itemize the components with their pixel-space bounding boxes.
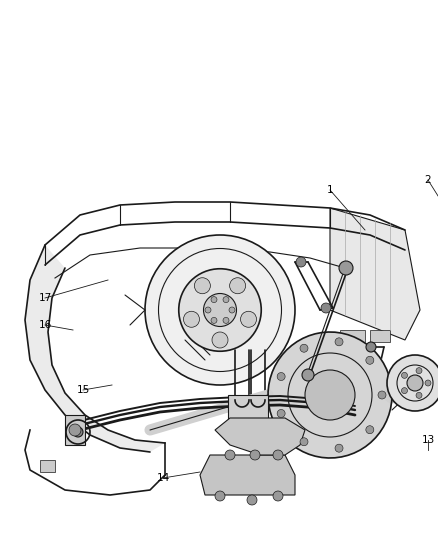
- Bar: [370, 330, 390, 342]
- Circle shape: [366, 426, 374, 434]
- Circle shape: [407, 375, 423, 391]
- Circle shape: [240, 311, 257, 327]
- Circle shape: [300, 438, 308, 446]
- Circle shape: [69, 424, 81, 436]
- Circle shape: [339, 261, 353, 275]
- Polygon shape: [330, 208, 420, 340]
- Polygon shape: [200, 455, 295, 495]
- Circle shape: [211, 317, 217, 324]
- Circle shape: [145, 235, 295, 385]
- Circle shape: [277, 409, 285, 417]
- Circle shape: [250, 450, 260, 460]
- Text: 16: 16: [39, 320, 52, 330]
- Circle shape: [211, 296, 217, 303]
- Bar: [340, 330, 365, 342]
- Circle shape: [223, 317, 229, 324]
- Circle shape: [212, 332, 228, 348]
- Circle shape: [230, 278, 246, 294]
- Circle shape: [204, 294, 237, 327]
- Polygon shape: [25, 245, 165, 452]
- Circle shape: [205, 307, 211, 313]
- Polygon shape: [215, 418, 305, 455]
- Circle shape: [73, 427, 83, 437]
- Polygon shape: [228, 395, 268, 420]
- Circle shape: [378, 391, 386, 399]
- Circle shape: [296, 257, 306, 267]
- Circle shape: [179, 269, 261, 351]
- Circle shape: [300, 344, 308, 352]
- Circle shape: [335, 338, 343, 346]
- Circle shape: [366, 342, 376, 352]
- Text: 14: 14: [156, 473, 170, 483]
- Polygon shape: [40, 460, 55, 472]
- Circle shape: [402, 373, 407, 378]
- Text: 17: 17: [39, 293, 52, 303]
- Circle shape: [402, 387, 407, 394]
- Polygon shape: [65, 415, 85, 445]
- Circle shape: [273, 491, 283, 501]
- Circle shape: [223, 296, 229, 303]
- Circle shape: [416, 368, 422, 374]
- Text: 2: 2: [425, 175, 431, 185]
- Circle shape: [335, 444, 343, 452]
- Text: 15: 15: [76, 385, 90, 395]
- Polygon shape: [268, 332, 392, 458]
- Circle shape: [425, 380, 431, 386]
- Circle shape: [247, 495, 257, 505]
- Circle shape: [302, 369, 314, 381]
- Text: 1: 1: [327, 185, 333, 195]
- Circle shape: [225, 450, 235, 460]
- Circle shape: [229, 307, 235, 313]
- Circle shape: [277, 373, 285, 381]
- Circle shape: [184, 311, 199, 327]
- Circle shape: [194, 278, 210, 294]
- Circle shape: [387, 355, 438, 411]
- Circle shape: [215, 491, 225, 501]
- Circle shape: [416, 392, 422, 398]
- Text: 13: 13: [421, 435, 434, 445]
- Circle shape: [321, 303, 331, 313]
- Circle shape: [305, 370, 355, 420]
- Circle shape: [273, 450, 283, 460]
- Circle shape: [366, 356, 374, 364]
